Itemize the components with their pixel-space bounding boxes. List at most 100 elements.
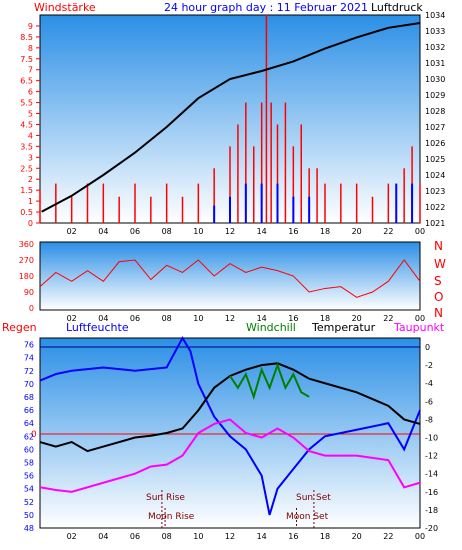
legend-windchill: Windchill [246,321,296,334]
wind-tick-label: 5 [28,110,33,119]
humidity-tick-label: 64 [24,419,34,428]
wind-x-tick-label: 12 [225,227,235,236]
compass-label-s: S [434,274,442,288]
temperature-tick-label: -12 [425,452,438,461]
moon-rise-label: Moon Rise [148,512,195,522]
pressure-tick-label: 1021 [425,219,445,228]
pressure-tick-label: 1026 [425,139,445,148]
wind-direction-line [39,259,421,298]
humidity-tick-label: 58 [24,458,34,467]
temp-x-tick-label: 04 [98,532,108,541]
wind-tick-label: 4 [28,131,33,140]
temperature-tick-label: -8 [425,415,433,424]
legend-humidity: Luftfeuchte [66,321,129,334]
direction-x-tick-label: 22 [383,314,393,323]
wind-x-tick-label: 02 [67,227,77,236]
wind-tick-label: 6.5 [20,77,33,86]
pressure-tick-label: 1024 [425,171,445,180]
wind-x-tick-label: 10 [193,227,203,236]
temp-x-tick-label: 22 [383,532,393,541]
direction-x-tick-label: 18 [320,314,330,323]
humidity-tick-label: 70 [24,380,34,389]
compass-label-n-top: N [434,239,443,253]
wind-tick-label: 8.5 [20,33,33,42]
humidity-tick-label: 56 [24,472,34,481]
temp-x-tick-label: 08 [162,532,172,541]
wind-x-tick-label: 14 [257,227,267,236]
direction-x-tick-label: 08 [162,314,172,323]
direction-tick-label: 0 [29,304,34,313]
wind-x-tick-label: 06 [130,227,140,236]
direction-x-tick-label: 12 [225,314,235,323]
humidity-tick-label: 54 [24,485,34,494]
temp-x-tick-label: 18 [320,532,330,541]
wind-tick-label: 8 [28,44,33,53]
compass-label-o: O [434,290,443,304]
wind-x-tick-label: 00 [415,227,425,236]
chart-title: 24 hour graph day : 11 Februar 2021 [164,1,368,14]
temp-x-tick-label: 20 [352,532,362,541]
legend-temperature: Temperatur [311,321,376,334]
wind-axis-title: Windstärke [34,1,96,14]
direction-tick-label: 360 [19,240,34,249]
direction-x-tick-label: 06 [130,314,140,323]
wind-x-tick-label: 04 [98,227,108,236]
humidity-tick-label: 50 [24,511,34,520]
compass-label-n-bottom: N [434,306,443,320]
temperature-tick-label: -18 [425,506,438,515]
zero-line-label: 0 [31,430,37,440]
windchill-line [229,362,310,401]
wind-x-tick-label: 20 [352,227,362,236]
moon-set-label: Moon Set [286,512,329,522]
temp-humidity-panel [39,337,421,529]
temp-x-tick-label: 14 [257,532,267,541]
pressure-tick-label: 1028 [425,107,445,116]
temperature-tick-label: -16 [425,488,438,497]
direction-tick-label: 180 [19,272,34,281]
temperature-tick-label: -14 [425,470,438,479]
wind-tick-label: 1 [28,197,33,206]
humidity-tick-label: 72 [24,367,34,376]
wind-tick-label: 4.5 [20,120,33,129]
wind-direction-panel [39,241,421,311]
temperature-tick-label: -10 [425,434,438,443]
pressure-tick-label: 1033 [425,27,445,36]
humidity-tick-label: 62 [24,432,34,441]
pressure-tick-label: 1031 [425,59,445,68]
legend-dewpoint: Taupunkt [393,321,445,334]
wind-tick-label: 0 [28,219,33,228]
pressure-line [41,22,421,213]
pressure-tick-label: 1030 [425,75,445,84]
direction-x-tick-label: 20 [352,314,362,323]
wind-x-tick-label: 22 [383,227,393,236]
wind-tick-label: 3.5 [20,142,33,151]
temperature-tick-label: -4 [425,379,433,388]
direction-x-tick-label: 14 [257,314,267,323]
direction-x-tick-label: 16 [288,314,298,323]
wind-tick-label: 9 [28,22,33,31]
humidity-line [39,335,421,516]
wind-tick-label: 1.5 [20,186,33,195]
pressure-axis-title: Luftdruck [371,1,423,14]
wind-tick-label: 5.5 [20,99,33,108]
humidity-tick-label: 68 [24,393,34,402]
temp-x-tick-label: 02 [67,532,77,541]
wind-tick-label: 2.5 [20,164,33,173]
humidity-tick-label: 76 [24,341,34,350]
pressure-tick-label: 1022 [425,203,445,212]
sun-rise-label: Sun Rise [146,493,185,503]
pressure-tick-label: 1025 [425,155,445,164]
direction-x-tick-label: 04 [98,314,108,323]
humidity-tick-label: 74 [24,354,34,363]
direction-x-tick-label: 00 [415,314,425,323]
pressure-tick-label: 1029 [425,91,445,100]
humidity-tick-label: 52 [24,498,34,507]
direction-x-tick-label: 02 [67,314,77,323]
wind-tick-label: 2 [28,175,33,184]
temp-x-tick-label: 12 [225,532,235,541]
wind-x-tick-label: 08 [162,227,172,236]
wind-tick-label: 0.5 [20,208,33,217]
humidity-tick-label: 48 [24,524,34,533]
temperature-tick-label: 0 [425,343,430,352]
